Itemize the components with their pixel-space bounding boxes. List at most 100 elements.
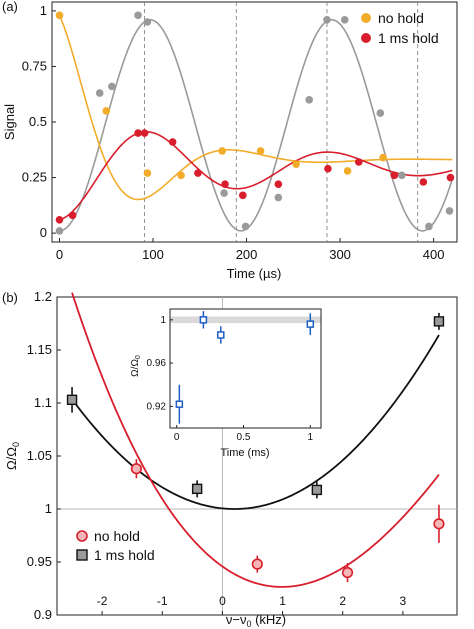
- data-point-gray: [55, 227, 64, 235]
- y-tick-label: 1.15: [27, 342, 52, 357]
- data-point-no-hold: [433, 518, 445, 530]
- inset-x-tick-label: 1: [308, 432, 314, 443]
- panel-b: (b) -2 -1 0 1 2 3 0.9 0.95 1 1.05 1.1 1.15 1.2 ν−ν0…: [2, 289, 458, 629]
- legend-1ms-hold-label: 1 ms hold: [94, 547, 155, 563]
- x-tick-label: 100: [142, 247, 164, 262]
- y-tick-label: 1: [45, 501, 52, 516]
- y-tick-label: 1.05: [27, 448, 52, 463]
- x-tick-label: 3: [400, 594, 407, 608]
- data-point-1ms-hold: [134, 129, 142, 137]
- inset-y-tick-label: 0.96: [147, 358, 167, 369]
- inset-background: [170, 309, 321, 428]
- y-tick-label: 0: [40, 225, 47, 240]
- x-tick-label: -1: [157, 594, 168, 608]
- inset-data-point: [199, 316, 208, 324]
- data-point-1ms-hold: [433, 316, 445, 327]
- fit-curve-1ms-hold: [59, 130, 453, 221]
- data-point-gray: [134, 11, 142, 20]
- y-tick-label: 0.75: [22, 58, 47, 73]
- x-tick-label: 1: [279, 594, 286, 608]
- data-point-no-hold: [143, 169, 152, 177]
- inset-data-points: [175, 311, 315, 424]
- data-point-1ms-hold: [419, 178, 428, 186]
- data-point-gray: [274, 193, 283, 202]
- x-tick-label: 400: [423, 247, 445, 262]
- x-tick-label: -2: [97, 594, 108, 608]
- reference-band: [170, 316, 321, 324]
- data-point-no-hold: [292, 160, 300, 169]
- data-point-no-hold: [102, 107, 111, 115]
- data-point-1ms-hold: [324, 164, 332, 173]
- data-point-gray: [305, 95, 314, 104]
- data-point-no-hold: [343, 167, 352, 175]
- data-point-no-hold: [177, 171, 185, 180]
- y-tick-label: 0.9: [34, 607, 52, 622]
- inset-x-ticks: 0 0.5 1: [174, 425, 314, 443]
- data-point-no-hold: [341, 566, 354, 579]
- data-point-1ms-hold: [55, 215, 64, 224]
- panel-a-data-points: [55, 11, 455, 235]
- data-point-no-hold: [55, 11, 64, 20]
- fit-curve-gray: [59, 18, 454, 232]
- data-point-gray: [220, 189, 228, 197]
- data-point-1ms-hold: [66, 394, 78, 406]
- data-point-gray: [340, 15, 349, 24]
- inset-data-point: [175, 400, 184, 408]
- legend-no-hold-marker: [76, 530, 88, 542]
- data-point-no-hold: [218, 147, 227, 155]
- data-point-1ms-hold: [140, 129, 149, 137]
- x-tick-label: 2: [339, 594, 346, 608]
- data-point-gray: [95, 89, 104, 97]
- data-point-1ms-hold: [354, 158, 363, 166]
- legend-no-hold-marker: [361, 13, 371, 23]
- y-tick-label: 0.95: [27, 554, 52, 569]
- panel-a-x-axis-label: Time (µs): [227, 266, 282, 281]
- panel-a-fit-curves: [58, 15, 454, 232]
- panel-b-label: (b): [2, 290, 18, 305]
- data-point-gray: [398, 171, 406, 180]
- panel-b-data-points: [66, 312, 445, 583]
- y-tick-label: 1.1: [34, 395, 52, 410]
- data-point-1ms-hold: [311, 484, 323, 496]
- inset-y-axis-label: Ω/Ω0: [130, 355, 142, 377]
- panel-a-y-ticks: 0 0.25 0.5 0.75 1: [22, 3, 56, 240]
- data-point-1ms-hold: [194, 169, 202, 177]
- data-point-gray: [241, 222, 250, 231]
- panel-b-x-axis-label: ν−ν0 (kHz): [226, 612, 286, 629]
- panel-a: (a) 0 100 200 300 400 0 0.25 0.5 0.75 1 Time (µs…: [2, 0, 458, 281]
- inset-x-tick-label: 0.5: [237, 432, 251, 443]
- data-point-gray: [108, 82, 116, 91]
- data-point-1ms-hold: [168, 138, 177, 146]
- legend-1ms-hold-marker: [76, 549, 88, 561]
- inset-y-tick-label: 0.92: [147, 401, 167, 412]
- panel-b-y-ticks: 0.9 0.95 1 1.05 1.1 1.15 1.2: [27, 289, 61, 622]
- x-tick-label: 300: [329, 247, 351, 262]
- y-tick-label: 0.25: [22, 170, 47, 185]
- data-point-no-hold: [379, 153, 387, 162]
- panel-b-x-ticks: -2 -1 0 1 2 3: [97, 594, 407, 615]
- y-tick-label: 1: [40, 3, 47, 18]
- inset-y-tick-label: 1: [160, 315, 166, 326]
- legend-1ms-hold-marker: [361, 33, 371, 43]
- panel-a-x-ticks: 0 100 200 300 400: [56, 238, 445, 262]
- panel-a-guide-lines: [144, 2, 419, 242]
- data-point-1ms-hold: [446, 173, 455, 182]
- data-point-no-hold: [256, 147, 265, 155]
- data-point-1ms-hold: [68, 211, 77, 220]
- x-tick-label: 200: [236, 247, 258, 262]
- data-point-1ms-hold: [274, 180, 283, 189]
- legend-1ms-hold-label: 1 ms hold: [378, 30, 439, 46]
- panel-a-legend: no hold 1 ms hold: [361, 10, 439, 46]
- panel-a-y-axis-label: Signal: [2, 104, 17, 140]
- data-point-gray: [376, 109, 385, 117]
- legend-no-hold-label: no hold: [94, 528, 140, 544]
- data-point-gray: [323, 15, 331, 24]
- fit-curve-no-hold: [71, 292, 440, 588]
- inset-data-point: [306, 320, 315, 328]
- inset-plot-frame: [169, 308, 322, 429]
- data-point-no-hold: [251, 558, 263, 570]
- inset: 0 0.5 1 0.92 0.96 1 Time (ms) Ω/Ω0: [130, 308, 322, 459]
- x-tick-label: 0: [219, 594, 226, 608]
- inset-x-axis-label: Time (ms): [220, 447, 269, 459]
- panel-b-y-axis-label: Ω/Ω0: [4, 442, 21, 470]
